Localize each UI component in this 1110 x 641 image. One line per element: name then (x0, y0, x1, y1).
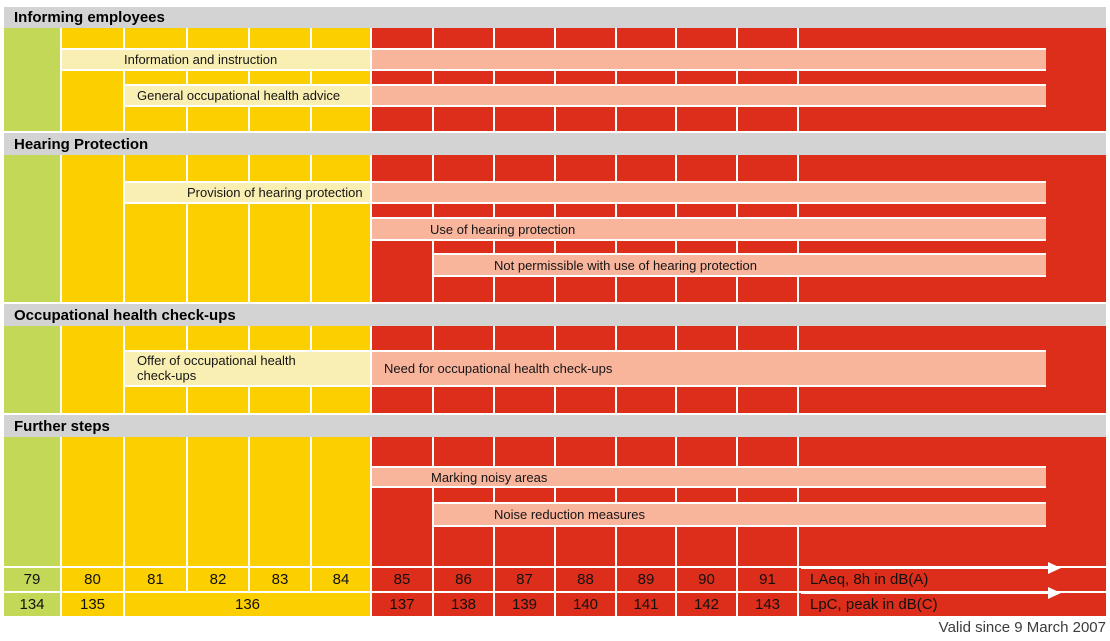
column-85 (372, 28, 432, 131)
column-80 (62, 437, 123, 566)
band-label: Use of hearing protection (430, 221, 576, 237)
column-89 (617, 28, 675, 131)
section-title-hearing-protection: Hearing Protection (4, 133, 1106, 155)
column-84 (312, 155, 370, 302)
axis-cell-85: 85 (372, 568, 432, 591)
band-noise-reduction-measures: Noise reduction measures (434, 502, 1046, 527)
axis-cell-140: 140 (556, 593, 615, 616)
axis-cell-139: 139 (495, 593, 554, 616)
axis-cell-136: 136 (125, 593, 370, 616)
band-label: Offer of occupational health check-ups (137, 352, 296, 383)
axis-cell-91: 91 (738, 568, 797, 591)
band-information-instruction-yellow: Information and instruction (62, 48, 370, 71)
axis-cell-142: 142 (677, 593, 736, 616)
column-80 (62, 155, 123, 302)
column-81 (125, 437, 186, 566)
column-84 (312, 437, 370, 566)
axis-label-dba: LAeq, 8h in dB(A) (799, 568, 1106, 591)
column-81 (125, 28, 186, 131)
section-body-occupational-health-checkups: Offer of occupational health check-ups N… (0, 326, 1110, 413)
column-86 (434, 437, 493, 566)
section-title-informing-employees: Informing employees (4, 7, 1106, 28)
column-82 (188, 155, 248, 302)
column-83 (250, 437, 310, 566)
section-body-hearing-protection: Provision of hearing protection Use of h… (0, 155, 1110, 302)
column-90 (677, 437, 736, 566)
column-84 (312, 28, 370, 131)
band-general-health-advice-red (372, 84, 1046, 107)
column-83 (250, 155, 310, 302)
axis-cell-87: 87 (495, 568, 554, 591)
column-79 (4, 326, 60, 413)
column-85 (372, 437, 432, 566)
axis-cell-86: 86 (434, 568, 493, 591)
column-90 (677, 28, 736, 131)
band-marking-noisy-areas: Marking noisy areas (372, 466, 1046, 488)
section-title-further-steps: Further steps (4, 415, 1106, 437)
column-87 (495, 437, 554, 566)
band-label: Provision of hearing protection (187, 185, 363, 200)
band-label: General occupational health advice (137, 88, 341, 103)
column-82 (188, 437, 248, 566)
column-79 (4, 28, 60, 131)
axis-cell-90: 90 (677, 568, 736, 591)
band-label: Not permissible with use of hearing prot… (494, 257, 758, 273)
axis-cell-83: 83 (250, 568, 310, 591)
axis-cell-141: 141 (617, 593, 675, 616)
axis-cell-143: 143 (738, 593, 797, 616)
axis-cell-84: 84 (312, 568, 370, 591)
band-information-instruction-red (372, 48, 1046, 71)
column-88 (556, 28, 615, 131)
axis-cell-137: 137 (372, 593, 432, 616)
axis-cell-138: 138 (434, 593, 493, 616)
band-not-permissible: Not permissible with use of hearing prot… (434, 253, 1046, 277)
column-88 (556, 437, 615, 566)
section-body-informing-employees: Information and instruction General occu… (0, 28, 1110, 131)
band-provision-hearing-protection-yellow: Provision of hearing protection (125, 181, 370, 204)
band-offer-checkups: Offer of occupational health check-ups (125, 350, 370, 387)
band-label: Noise reduction measures (494, 507, 646, 522)
section-title-occupational-health-checkups: Occupational health check-ups (4, 304, 1106, 326)
validity-note: Valid since 9 March 2007 (938, 619, 1106, 636)
axis-cell-81: 81 (125, 568, 186, 591)
axis-cell-89: 89 (617, 568, 675, 591)
column-81 (125, 155, 186, 302)
band-label: Marking noisy areas (431, 469, 548, 485)
axis-cell-82: 82 (188, 568, 248, 591)
column-86 (434, 28, 493, 131)
dba-axis-arrow-icon (801, 562, 1061, 574)
axis-cell-134: 134 (4, 593, 60, 616)
column-80 (62, 326, 123, 413)
band-need-checkups: Need for occupational health check-ups (372, 350, 1046, 387)
dbc-axis-arrow-icon (801, 587, 1061, 599)
band-use-hearing-protection: Use of hearing protection (372, 217, 1046, 241)
column-91 (738, 437, 797, 566)
band-label: Need for occupational health check-ups (384, 361, 613, 376)
column-83 (250, 28, 310, 131)
band-label: Information and instruction (124, 52, 278, 67)
axis-label-dbc: LpC, peak in dB(C) (799, 593, 1106, 616)
column-82 (188, 28, 248, 131)
band-provision-hearing-protection-red (372, 181, 1046, 204)
axis-cell-135: 135 (62, 593, 123, 616)
column-beyond-91 (799, 437, 1106, 566)
column-79 (4, 155, 60, 302)
section-body-further-steps: Marking noisy areas Noise reduction meas… (0, 437, 1110, 566)
column-80 (62, 28, 123, 131)
axis-cell-80: 80 (62, 568, 123, 591)
column-89 (617, 437, 675, 566)
axis-cell-79: 79 (4, 568, 60, 591)
column-79 (4, 437, 60, 566)
column-87 (495, 28, 554, 131)
column-beyond-91 (799, 28, 1106, 131)
axis-cell-88: 88 (556, 568, 615, 591)
axis-row-dbc: 134 135 136 137 138 139 140 141 142 143 … (0, 593, 1110, 616)
band-general-health-advice-yellow: General occupational health advice (125, 84, 370, 107)
column-91 (738, 28, 797, 131)
axis-row-dba: 79 80 81 82 83 84 85 86 87 88 89 90 91 L… (0, 568, 1110, 591)
